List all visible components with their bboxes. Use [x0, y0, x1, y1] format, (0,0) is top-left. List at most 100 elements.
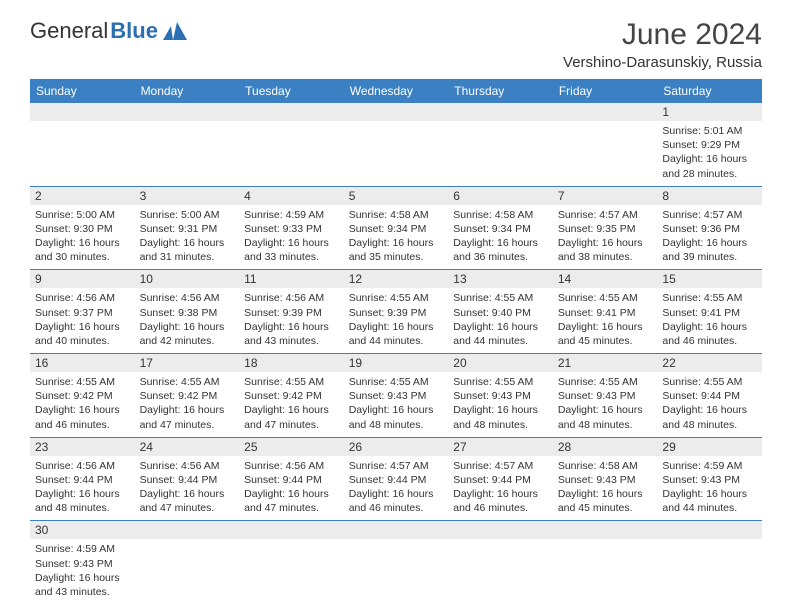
daynum-row: 16171819202122	[30, 354, 762, 372]
daylight-line: Daylight: 16 hours and 47 minutes.	[140, 403, 235, 431]
weeks-container: 1Sunrise: 5:01 AMSunset: 9:29 PMDaylight…	[30, 103, 762, 604]
sunrise-line: Sunrise: 5:01 AM	[662, 124, 757, 138]
daynum-cell: 1	[657, 103, 762, 121]
daynum-cell	[657, 521, 762, 539]
day-header-cell: Friday	[553, 79, 658, 103]
day-cell: Sunrise: 4:55 AMSunset: 9:43 PMDaylight:…	[553, 372, 658, 437]
daynum-cell: 16	[30, 354, 135, 372]
daynum-cell: 29	[657, 438, 762, 456]
daynum-cell: 9	[30, 270, 135, 288]
daynum-cell: 26	[344, 438, 449, 456]
sunset-line: Sunset: 9:41 PM	[558, 306, 653, 320]
daynum-cell: 27	[448, 438, 553, 456]
week-row: Sunrise: 4:56 AMSunset: 9:44 PMDaylight:…	[30, 456, 762, 522]
daynum-cell	[344, 103, 449, 121]
daylight-line: Daylight: 16 hours and 48 minutes.	[558, 403, 653, 431]
sunset-line: Sunset: 9:37 PM	[35, 306, 130, 320]
sunset-line: Sunset: 9:40 PM	[453, 306, 548, 320]
day-cell	[30, 121, 135, 186]
day-cell: Sunrise: 4:56 AMSunset: 9:37 PMDaylight:…	[30, 288, 135, 353]
sunset-line: Sunset: 9:42 PM	[35, 389, 130, 403]
daynum-cell	[448, 103, 553, 121]
day-cell: Sunrise: 4:59 AMSunset: 9:43 PMDaylight:…	[657, 456, 762, 521]
daynum-cell: 23	[30, 438, 135, 456]
day-cell: Sunrise: 5:01 AMSunset: 9:29 PMDaylight:…	[657, 121, 762, 186]
sunrise-line: Sunrise: 4:58 AM	[558, 459, 653, 473]
daynum-cell: 28	[553, 438, 658, 456]
daynum-cell: 6	[448, 187, 553, 205]
day-cell: Sunrise: 5:00 AMSunset: 9:31 PMDaylight:…	[135, 205, 240, 270]
sunset-line: Sunset: 9:29 PM	[662, 138, 757, 152]
day-cell	[448, 539, 553, 604]
day-cell	[239, 539, 344, 604]
day-cell	[657, 539, 762, 604]
day-cell: Sunrise: 4:56 AMSunset: 9:39 PMDaylight:…	[239, 288, 344, 353]
day-cell	[135, 121, 240, 186]
daylight-line: Daylight: 16 hours and 45 minutes.	[558, 487, 653, 515]
daynum-row: 1	[30, 103, 762, 121]
sunset-line: Sunset: 9:44 PM	[244, 473, 339, 487]
sunrise-line: Sunrise: 4:56 AM	[244, 291, 339, 305]
week-row: Sunrise: 4:56 AMSunset: 9:37 PMDaylight:…	[30, 288, 762, 354]
day-cell: Sunrise: 4:58 AMSunset: 9:43 PMDaylight:…	[553, 456, 658, 521]
sunrise-line: Sunrise: 4:55 AM	[244, 375, 339, 389]
day-header-cell: Thursday	[448, 79, 553, 103]
day-cell: Sunrise: 4:55 AMSunset: 9:43 PMDaylight:…	[344, 372, 449, 437]
daynum-cell	[448, 521, 553, 539]
sunrise-line: Sunrise: 4:57 AM	[453, 459, 548, 473]
day-cell	[344, 121, 449, 186]
sunrise-line: Sunrise: 4:55 AM	[558, 375, 653, 389]
daynum-cell	[135, 103, 240, 121]
day-cell: Sunrise: 4:55 AMSunset: 9:39 PMDaylight:…	[344, 288, 449, 353]
daynum-cell: 24	[135, 438, 240, 456]
daynum-cell: 19	[344, 354, 449, 372]
day-cell: Sunrise: 4:57 AMSunset: 9:44 PMDaylight:…	[448, 456, 553, 521]
day-header-row: SundayMondayTuesdayWednesdayThursdayFrid…	[30, 79, 762, 103]
sunset-line: Sunset: 9:43 PM	[558, 473, 653, 487]
sunset-line: Sunset: 9:39 PM	[349, 306, 444, 320]
daynum-cell: 25	[239, 438, 344, 456]
sunrise-line: Sunrise: 4:59 AM	[662, 459, 757, 473]
location: Vershino-Darasunskiy, Russia	[563, 54, 762, 71]
day-cell: Sunrise: 4:55 AMSunset: 9:42 PMDaylight:…	[135, 372, 240, 437]
daylight-line: Daylight: 16 hours and 46 minutes.	[453, 487, 548, 515]
sunset-line: Sunset: 9:34 PM	[453, 222, 548, 236]
sunrise-line: Sunrise: 4:58 AM	[453, 208, 548, 222]
daynum-cell: 17	[135, 354, 240, 372]
daylight-line: Daylight: 16 hours and 44 minutes.	[349, 320, 444, 348]
daynum-cell	[553, 103, 658, 121]
week-row: Sunrise: 5:00 AMSunset: 9:30 PMDaylight:…	[30, 205, 762, 271]
daylight-line: Daylight: 16 hours and 35 minutes.	[349, 236, 444, 264]
sunset-line: Sunset: 9:43 PM	[453, 389, 548, 403]
day-cell	[553, 539, 658, 604]
daynum-cell: 7	[553, 187, 658, 205]
daynum-cell: 2	[30, 187, 135, 205]
day-cell: Sunrise: 4:56 AMSunset: 9:44 PMDaylight:…	[135, 456, 240, 521]
logo-icon	[163, 22, 187, 40]
daynum-cell: 15	[657, 270, 762, 288]
day-cell	[344, 539, 449, 604]
daynum-cell: 14	[553, 270, 658, 288]
day-cell: Sunrise: 4:59 AMSunset: 9:43 PMDaylight:…	[30, 539, 135, 604]
daynum-row: 30	[30, 521, 762, 539]
sunset-line: Sunset: 9:44 PM	[140, 473, 235, 487]
daylight-line: Daylight: 16 hours and 48 minutes.	[662, 403, 757, 431]
day-cell	[553, 121, 658, 186]
sunset-line: Sunset: 9:41 PM	[662, 306, 757, 320]
daylight-line: Daylight: 16 hours and 48 minutes.	[349, 403, 444, 431]
sunset-line: Sunset: 9:43 PM	[35, 557, 130, 571]
sunrise-line: Sunrise: 4:56 AM	[35, 459, 130, 473]
sunrise-line: Sunrise: 4:55 AM	[453, 291, 548, 305]
daylight-line: Daylight: 16 hours and 42 minutes.	[140, 320, 235, 348]
day-cell	[135, 539, 240, 604]
week-row: Sunrise: 5:01 AMSunset: 9:29 PMDaylight:…	[30, 121, 762, 187]
sunset-line: Sunset: 9:42 PM	[140, 389, 235, 403]
daylight-line: Daylight: 16 hours and 48 minutes.	[35, 487, 130, 515]
day-cell: Sunrise: 4:57 AMSunset: 9:44 PMDaylight:…	[344, 456, 449, 521]
sunrise-line: Sunrise: 4:59 AM	[35, 542, 130, 556]
day-cell: Sunrise: 4:55 AMSunset: 9:43 PMDaylight:…	[448, 372, 553, 437]
daylight-line: Daylight: 16 hours and 47 minutes.	[140, 487, 235, 515]
day-cell: Sunrise: 4:56 AMSunset: 9:44 PMDaylight:…	[239, 456, 344, 521]
daynum-cell: 11	[239, 270, 344, 288]
sunrise-line: Sunrise: 4:56 AM	[35, 291, 130, 305]
